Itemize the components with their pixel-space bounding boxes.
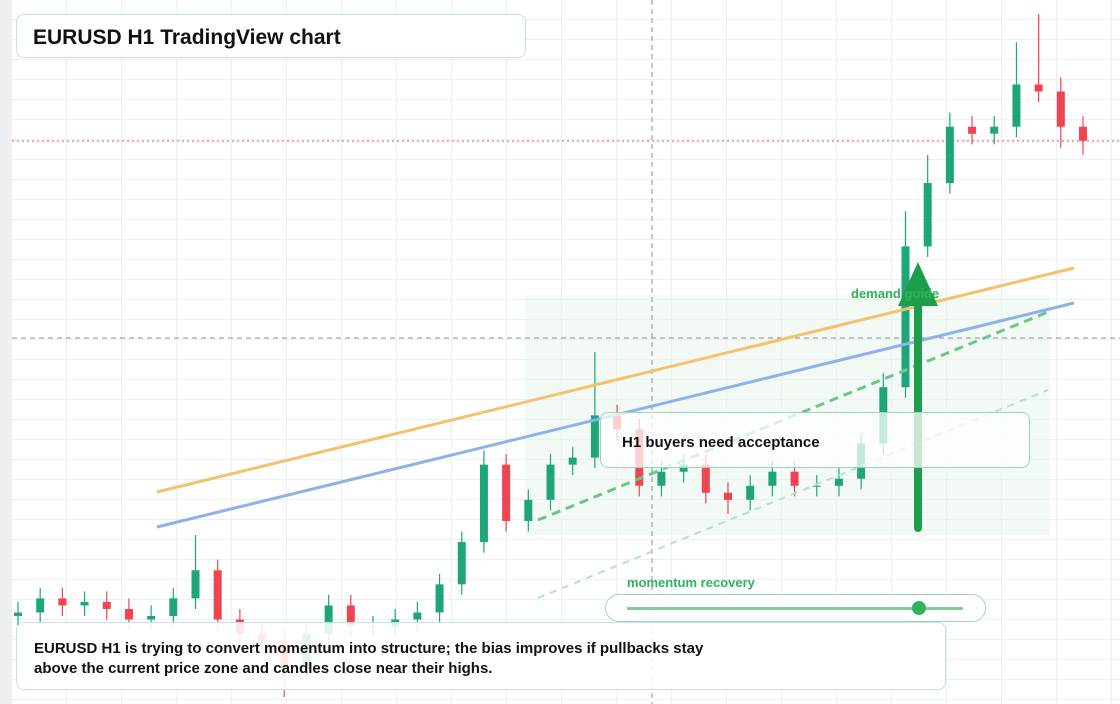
left-strip [0,0,12,704]
candle-body [834,478,843,486]
candle-body [102,601,111,609]
candle-body [790,471,799,486]
candle-body [968,126,977,134]
candle-body [768,471,777,486]
candle-body [724,492,732,500]
candle-body [124,608,133,620]
callout: H1 buyers need acceptance [622,434,820,451]
candle-body [524,499,533,521]
candle-body [346,605,355,627]
candle-body [901,246,910,388]
candle-body [169,598,178,616]
candle-body [502,464,511,521]
candle-body [546,464,555,500]
candle-body [679,464,688,472]
candle-body [58,598,67,606]
arrow-head [898,262,938,306]
slider-track [627,607,963,610]
candle-body [701,464,710,493]
candle-body [80,601,89,606]
candle-body [1034,84,1043,92]
candle-body [568,457,577,465]
candle-body [324,605,333,634]
candle-body [657,471,666,486]
title: EURUSD H1 TradingView chart [33,26,341,49]
candle-body [590,415,599,458]
title-box: EURUSD H1 TradingView chart [16,14,526,58]
candle-body [812,485,821,487]
candle-body [1012,84,1021,127]
candle-body [746,485,755,500]
candle-body [213,570,222,620]
candle-body [457,542,466,585]
candle-body [990,126,999,134]
slider[interactable] [605,594,986,622]
candle-body [479,464,488,543]
candle-body [191,570,200,599]
zone-label: demand guide [851,286,939,301]
candle-body [147,616,156,620]
candle-body [435,584,444,613]
candle-body [413,612,422,620]
candle-body [36,598,45,613]
note-box: EURUSD H1 is trying to convert momentum … [16,622,946,690]
candle-body [1079,126,1087,141]
candle-body [945,126,954,184]
candle-body [14,612,22,616]
candle-body [923,183,932,247]
slider-label: momentum recovery [627,575,756,590]
slider-knob[interactable] [912,601,926,615]
callout-box: H1 buyers need acceptance [600,412,1030,468]
note: EURUSD H1 is trying to convert momentum … [34,640,704,677]
candle-body [1056,91,1065,127]
